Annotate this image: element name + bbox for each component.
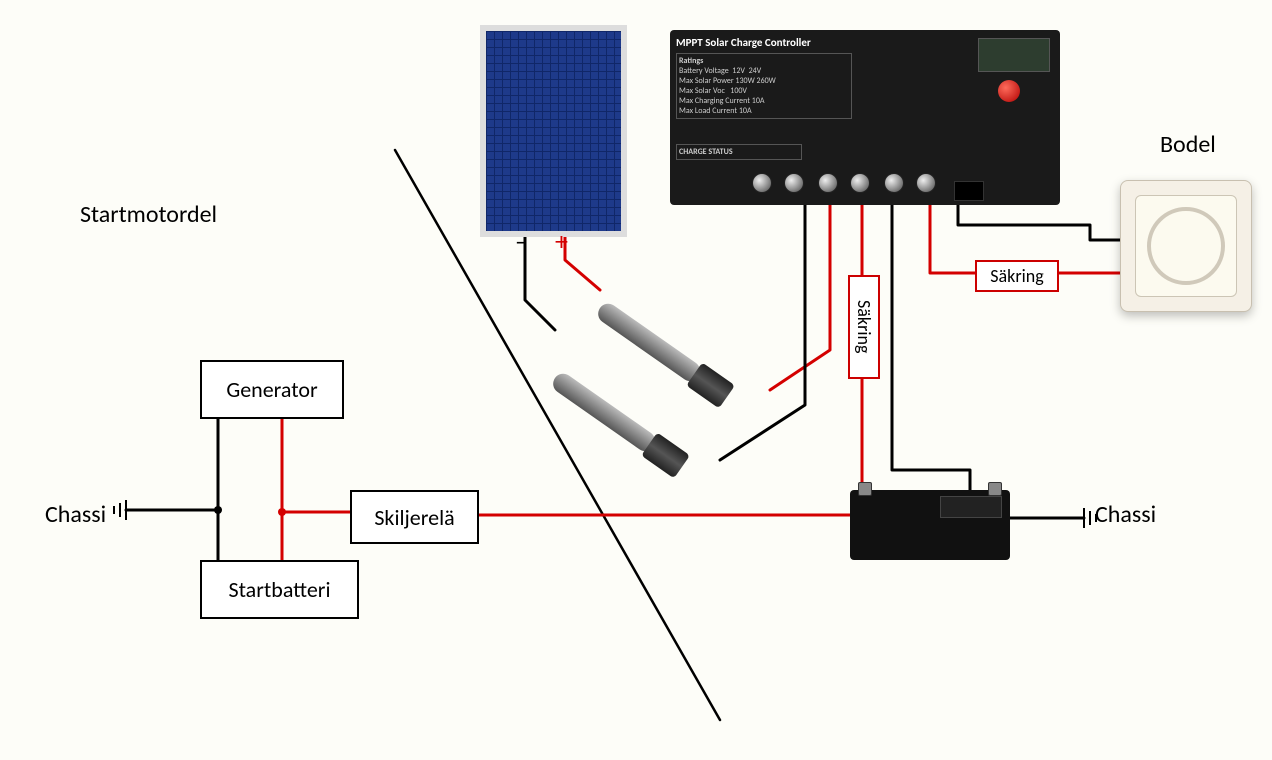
mppt-controller: MPPT Solar Charge Controller Ratings Bat… [670, 30, 1060, 205]
controller-ratings: Ratings Battery Voltage 12V 24V Max Sola… [676, 53, 852, 119]
generator-box: Generator [200, 360, 344, 419]
chassi-left-label: Chassi [45, 500, 106, 529]
polarity-minus: – [515, 225, 528, 257]
controller-terminals [670, 173, 1060, 201]
controller-status: CHARGE STATUS [676, 144, 802, 160]
wiring-layer [0, 0, 1272, 760]
wall-socket [1120, 180, 1252, 312]
startbatteri-box: Startbatteri [200, 560, 359, 619]
section-label-right: Bodel [1160, 130, 1216, 159]
section-label-left: Startmotordel [80, 200, 217, 229]
controller-screen [978, 38, 1050, 72]
skiljerela-box: Skiljerelä [350, 490, 479, 544]
fuse-vertical: Säkring [848, 275, 880, 379]
fuse-horizontal: Säkring [975, 260, 1059, 292]
chassi-right-label: Chassi [1095, 500, 1156, 529]
leisure-battery [850, 490, 1010, 560]
polarity-plus: + [555, 225, 568, 257]
controller-button [998, 80, 1020, 102]
solar-panel [480, 25, 627, 237]
